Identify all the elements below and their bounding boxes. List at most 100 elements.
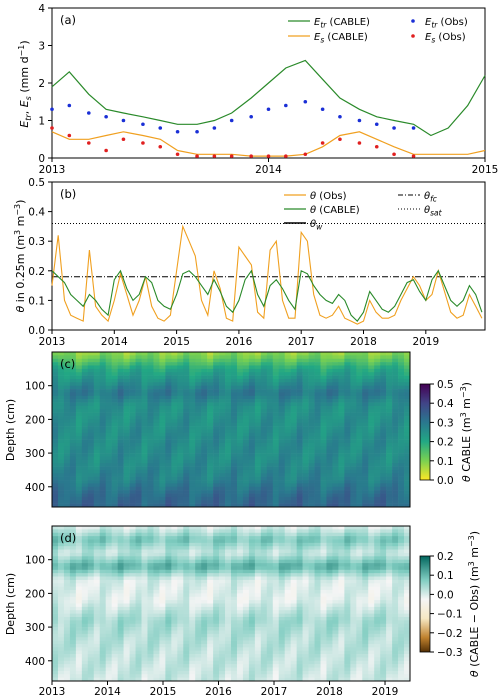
panel-c-cell [165, 442, 172, 447]
panel-c-cell [81, 473, 89, 477]
panel-c-cell [165, 412, 172, 417]
panel-d-cell [225, 637, 232, 641]
panel-c-cell [93, 469, 101, 474]
panel-c-cell [314, 496, 321, 501]
panel-c-cell [171, 422, 178, 427]
panel-d-cell [195, 603, 202, 608]
panel-c-cell [314, 503, 321, 508]
panel-d-cell [404, 559, 411, 564]
panel-d-cell [195, 613, 202, 618]
panel-c-cell [350, 362, 357, 366]
panel-c-cell [344, 493, 351, 498]
panel-d-cell [111, 549, 118, 554]
panel-d-cell [356, 603, 363, 608]
panel-c-cell [266, 382, 274, 386]
panel-c-cell [183, 500, 190, 504]
panel-c-cell [219, 392, 226, 397]
panel-d-cell [266, 640, 274, 645]
panel-c-cell [398, 419, 405, 424]
panel-c-cell [368, 496, 375, 501]
panel-c-cell [213, 399, 220, 403]
panel-d-cell [123, 616, 130, 621]
panel-c-cell [236, 486, 244, 491]
panel-d-cell [386, 600, 393, 604]
panel-c-cell [183, 480, 190, 484]
panel-c-cell [272, 473, 280, 477]
panel-c-cell [326, 358, 333, 363]
panel-d-cell [52, 606, 59, 611]
panel-c-cell [159, 368, 166, 373]
panel-c-cell [129, 358, 136, 363]
panel-d-cell [213, 610, 220, 614]
panel-c-cell [248, 439, 256, 444]
panel-c-cell [314, 409, 321, 413]
panel-d-cell [52, 610, 59, 614]
panel-d-cell [392, 637, 399, 641]
panel-d-cell [254, 603, 262, 608]
panel-c-cell [52, 439, 59, 444]
panel-c-cell [356, 500, 363, 504]
panel-c-cell [326, 500, 333, 504]
panel-c-cell [332, 480, 339, 484]
panel-c-cell [159, 399, 166, 403]
panel-c-cell [105, 362, 112, 366]
panel-d-cell [171, 593, 178, 598]
panel-d-cell [278, 600, 285, 604]
panel-c-cell [302, 500, 309, 504]
panel-d-cell [165, 576, 172, 581]
panel-d-cell [248, 610, 256, 614]
panel-c-cell [111, 480, 118, 484]
legend-marker-etr-obs [411, 19, 415, 23]
panel-c-cell [344, 449, 351, 454]
panel-c-cell [213, 449, 220, 454]
panel-c-cell [105, 453, 112, 457]
panel-d-cell [153, 616, 160, 621]
panel-c-cell [404, 442, 411, 447]
panel-c-cell [57, 493, 65, 498]
panel-c-cell [362, 352, 369, 356]
panel-c-cell [290, 466, 297, 471]
panel-d-cell [213, 633, 220, 638]
panel-c-cell [111, 368, 118, 373]
panel-c-cell [314, 442, 321, 447]
panel-d-cell [284, 542, 291, 547]
panel-c-cell [272, 358, 280, 363]
panel-d-cell [201, 526, 208, 530]
panel-c-cell [57, 362, 65, 366]
panel-c-cell [326, 352, 333, 356]
panel-d-cell [81, 600, 89, 604]
panel-c-cell [219, 385, 226, 390]
panel-c-cell [165, 399, 172, 403]
panel-c-cell [213, 409, 220, 413]
panel-c-cell [242, 385, 250, 390]
panel-d-cell [392, 559, 399, 564]
panel-c-cell [362, 490, 369, 494]
panel-c-cell [207, 385, 214, 390]
panel-c-cell [117, 500, 124, 504]
panel-d-cell [380, 536, 387, 540]
panel-c-cell [52, 358, 59, 363]
panel-d-cell [320, 529, 327, 534]
panel-c-cell [177, 362, 184, 366]
panel-d-cell [350, 573, 357, 577]
panel-d-cell [52, 559, 59, 564]
panel-c-cell [225, 473, 232, 477]
panel-c-cell [57, 405, 65, 410]
panel-c-cell [123, 446, 130, 451]
panel-d-cell [290, 566, 297, 571]
panel-c-cell [398, 362, 405, 366]
panel-c-cell [63, 480, 71, 484]
panel-c-cell [177, 355, 184, 360]
panel-d-cell [332, 627, 339, 631]
panel-c-cell [52, 493, 59, 498]
panel-c-cell [260, 486, 268, 491]
panel-c-cell [362, 385, 369, 390]
panel-c-cell [272, 368, 280, 373]
panel-d-cell [296, 549, 303, 554]
panel-c-cell [93, 456, 101, 461]
panel-d-cell [362, 552, 369, 557]
panel-d-cell [147, 563, 154, 567]
panel-c-cell [332, 503, 339, 508]
panel-c-cell [201, 402, 208, 407]
panel-d-cell [129, 529, 136, 534]
